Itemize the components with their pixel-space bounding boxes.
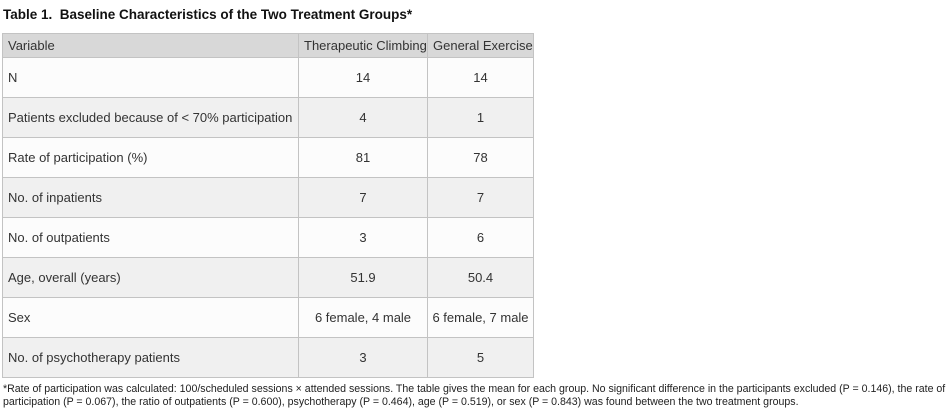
row-value-general-exercise: 6: [427, 217, 534, 258]
row-variable-label: No. of outpatients: [2, 217, 299, 258]
table-row: Age, overall (years) 51.9 50.4: [2, 257, 534, 298]
row-value-therapeutic-climbing: 81: [298, 137, 428, 178]
column-header-variable: Variable: [2, 33, 299, 58]
row-variable-label: Rate of participation (%): [2, 137, 299, 178]
row-value-general-exercise: 5: [427, 337, 534, 378]
row-value-general-exercise: 14: [427, 57, 534, 98]
row-variable-label: Patients excluded because of < 70% parti…: [2, 97, 299, 138]
table-row: N 14 14: [2, 57, 534, 98]
row-value-therapeutic-climbing: 4: [298, 97, 428, 138]
table-row: Sex 6 female, 4 male 6 female, 7 male: [2, 297, 534, 338]
row-variable-label: Sex: [2, 297, 299, 338]
baseline-characteristics-table: Variable Therapeutic Climbing General Ex…: [2, 33, 534, 378]
table-row: No. of psychotherapy patients 3 5: [2, 337, 534, 378]
table-row: Rate of participation (%) 81 78: [2, 137, 534, 178]
table-header-row: Variable Therapeutic Climbing General Ex…: [2, 33, 534, 58]
row-value-therapeutic-climbing: 6 female, 4 male: [298, 297, 428, 338]
row-value-therapeutic-climbing: 3: [298, 217, 428, 258]
row-variable-label: No. of inpatients: [2, 177, 299, 218]
row-variable-label: No. of psychotherapy patients: [2, 337, 299, 378]
table-footnote: *Rate of participation was calculated: 1…: [3, 383, 946, 408]
row-value-therapeutic-climbing: 14: [298, 57, 428, 98]
row-value-therapeutic-climbing: 3: [298, 337, 428, 378]
table-body: N 14 14 Patients excluded because of < 7…: [2, 57, 534, 378]
row-value-therapeutic-climbing: 51.9: [298, 257, 428, 298]
row-value-general-exercise: 7: [427, 177, 534, 218]
row-value-general-exercise: 1: [427, 97, 534, 138]
row-value-therapeutic-climbing: 7: [298, 177, 428, 218]
row-value-general-exercise: 6 female, 7 male: [427, 297, 534, 338]
table-title: Table 1. Baseline Characteristics of the…: [3, 7, 413, 22]
row-variable-label: Age, overall (years): [2, 257, 299, 298]
row-value-general-exercise: 78: [427, 137, 534, 178]
column-header-general-exercise: General Exercise: [427, 33, 534, 58]
row-value-general-exercise: 50.4: [427, 257, 534, 298]
column-header-therapeutic-climbing: Therapeutic Climbing: [298, 33, 428, 58]
table-row: No. of outpatients 3 6: [2, 217, 534, 258]
table-row: No. of inpatients 7 7: [2, 177, 534, 218]
row-variable-label: N: [2, 57, 299, 98]
table-row: Patients excluded because of < 70% parti…: [2, 97, 534, 138]
